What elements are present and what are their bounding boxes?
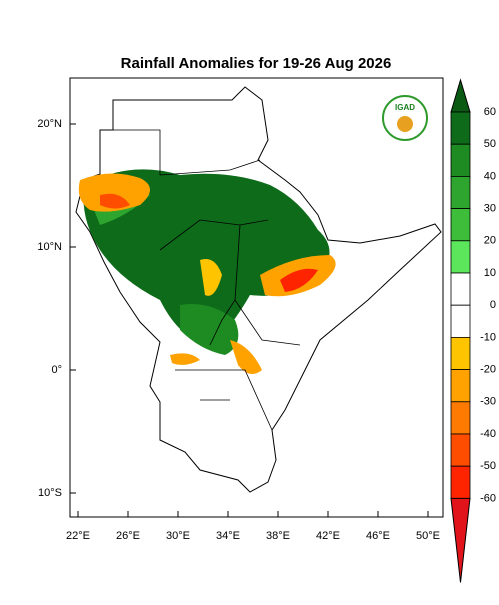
lon-label: 50°E xyxy=(416,530,440,542)
colorbar-bin xyxy=(450,433,471,467)
colorbar-label: -60 xyxy=(480,492,496,504)
dry-anomaly xyxy=(280,268,318,292)
colorbar-label: -30 xyxy=(480,396,496,408)
dry-anomaly xyxy=(200,259,222,296)
lat-label: 10°N xyxy=(37,241,62,253)
dry-anomaly xyxy=(230,340,262,374)
colorbar-label: -10 xyxy=(480,331,496,343)
lat-label: 20°N xyxy=(37,118,62,130)
colorbar-bin xyxy=(450,208,471,242)
colorbar-bin xyxy=(450,272,471,306)
dry-anomaly xyxy=(170,353,200,365)
wet-anomaly xyxy=(83,169,330,345)
lat-label: 10°S xyxy=(38,487,62,499)
colorbar-bin xyxy=(450,143,471,177)
colorbar-bin xyxy=(450,304,471,338)
lon-label: 46°E xyxy=(366,530,390,542)
logo-text: IGAD xyxy=(395,103,415,112)
colorbar-label: 30 xyxy=(484,203,496,215)
colorbar-bin xyxy=(450,401,471,435)
colorbar-label: 60 xyxy=(484,106,496,118)
lon-label: 42°E xyxy=(316,530,340,542)
dry-anomaly xyxy=(78,173,150,212)
map-area xyxy=(75,86,442,493)
colorbar-label: 50 xyxy=(484,138,496,150)
colorbar-label: -40 xyxy=(480,428,496,440)
colorbar-end xyxy=(450,78,471,113)
colorbar-label: 40 xyxy=(484,170,496,182)
colorbar-bin xyxy=(450,111,471,145)
colorbar-label: 20 xyxy=(484,235,496,247)
colorbar-bin xyxy=(450,369,471,403)
lat-label: 0° xyxy=(51,364,62,376)
lon-label: 26°E xyxy=(116,530,140,542)
logo: IGAD xyxy=(382,95,428,141)
lon-label: 34°E xyxy=(216,530,240,542)
colorbar-bin xyxy=(450,465,471,499)
colorbar-label: 10 xyxy=(484,267,496,279)
lon-label: 22°E xyxy=(66,530,90,542)
lon-label: 30°E xyxy=(166,530,190,542)
border xyxy=(113,129,301,431)
colorbar-label: 0 xyxy=(490,299,496,311)
colorbar-end xyxy=(450,497,471,583)
colorbar-label: -50 xyxy=(480,460,496,472)
colorbar-label: -20 xyxy=(480,364,496,376)
dry-anomaly xyxy=(100,193,130,209)
colorbar-bin xyxy=(450,175,471,209)
logo-globe xyxy=(397,116,413,132)
lon-label: 38°E xyxy=(266,530,290,542)
map-title: Rainfall Anomalies for 19-26 Aug 2026 xyxy=(121,55,392,72)
colorbar-bin xyxy=(450,336,471,370)
colorbar-bin xyxy=(450,240,471,274)
